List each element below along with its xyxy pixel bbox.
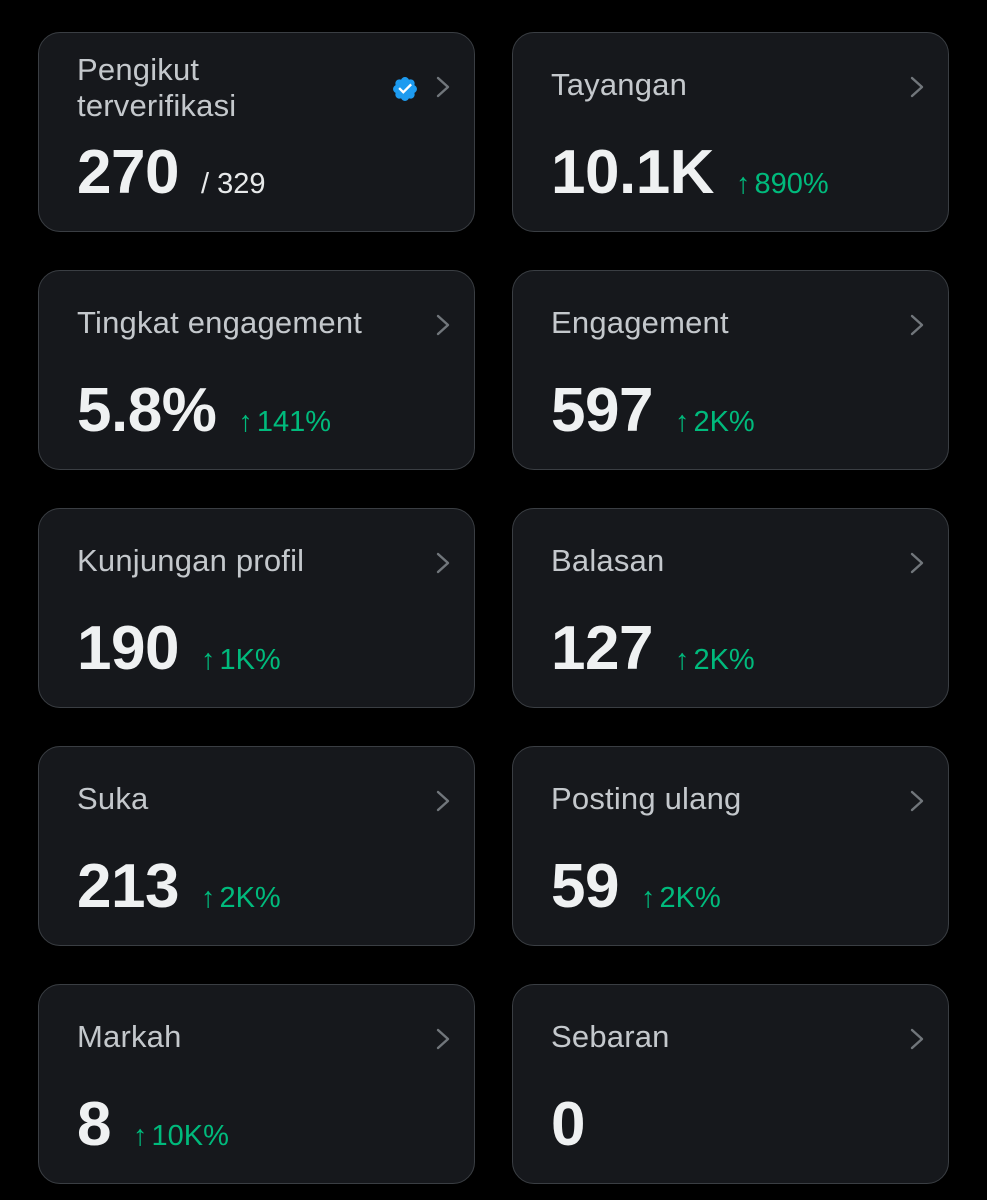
arrow-up-icon: ↑ bbox=[238, 406, 253, 438]
metric-change: ↑ 2K% bbox=[675, 644, 755, 677]
card-title: Pengikut terverifikasi bbox=[77, 52, 237, 123]
metric-value: 59 bbox=[551, 852, 619, 921]
value-row: 213 ↑ 2K% bbox=[77, 852, 281, 922]
card-impressions[interactable]: Tayangan 10.1K ↑ 890% bbox=[512, 32, 949, 232]
card-reposts[interactable]: Posting ulang 59 ↑ 2K% bbox=[512, 746, 949, 946]
value-row: 0 bbox=[551, 1090, 585, 1160]
card-title: Markah bbox=[77, 1019, 182, 1054]
metric-value: 213 bbox=[77, 852, 179, 921]
value-row: 59 ↑ 2K% bbox=[551, 852, 721, 922]
change-value: 2K% bbox=[693, 644, 755, 676]
card-verified-followers[interactable]: Pengikut terverifikasi 270 / 329 bbox=[38, 32, 475, 232]
change-value: 2K% bbox=[219, 882, 281, 914]
card-title: Balasan bbox=[551, 543, 665, 578]
metric-change: ↑ 2K% bbox=[201, 882, 281, 915]
metric-value: 270 bbox=[77, 138, 179, 207]
arrow-up-icon: ↑ bbox=[200, 644, 216, 676]
value-row: 5.8% ↑ 141% bbox=[77, 376, 331, 446]
metric-value: 5.8% bbox=[77, 376, 217, 445]
card-engagement-rate[interactable]: Tingkat engagement 5.8% ↑ 141% bbox=[38, 270, 475, 470]
card-title: Sebaran bbox=[551, 1019, 670, 1054]
metric-change: ↑ 2K% bbox=[675, 406, 755, 439]
verified-badge-icon bbox=[393, 77, 417, 101]
chevron-right-icon bbox=[910, 314, 924, 336]
value-row: 8 ↑ 10K% bbox=[77, 1090, 229, 1160]
chevron-right-icon bbox=[910, 76, 924, 98]
arrow-up-icon: ↑ bbox=[674, 406, 690, 438]
value-row: 10.1K ↑ 890% bbox=[551, 138, 829, 208]
metric-value: 597 bbox=[551, 376, 653, 445]
chevron-right-icon bbox=[436, 1028, 450, 1050]
card-bookmarks[interactable]: Markah 8 ↑ 10K% bbox=[38, 984, 475, 1184]
metric-value: 0 bbox=[551, 1090, 585, 1159]
arrow-up-icon: ↑ bbox=[674, 644, 690, 676]
change-value: 141% bbox=[256, 406, 331, 438]
card-title: Suka bbox=[77, 781, 149, 816]
card-title: Kunjungan profil bbox=[77, 543, 305, 578]
arrow-up-icon: ↑ bbox=[735, 168, 751, 200]
metric-value: 127 bbox=[551, 614, 653, 683]
value-row: 597 ↑ 2K% bbox=[551, 376, 755, 446]
metric-change: ↑ 2K% bbox=[641, 882, 721, 915]
analytics-grid: Pengikut terverifikasi 270 / 329 Tayanga… bbox=[38, 32, 949, 1184]
card-likes[interactable]: Suka 213 ↑ 2K% bbox=[38, 746, 475, 946]
change-value: 890% bbox=[754, 168, 829, 200]
metric-change: ↑ 1K% bbox=[201, 644, 281, 677]
chevron-right-icon bbox=[436, 314, 450, 336]
change-value: 1K% bbox=[219, 644, 281, 676]
metric-total: / 329 bbox=[200, 168, 266, 200]
arrow-up-icon: ↑ bbox=[132, 1120, 148, 1152]
card-shares[interactable]: Sebaran 0 bbox=[512, 984, 949, 1184]
chevron-right-icon bbox=[910, 790, 924, 812]
metric-change: ↑ 141% bbox=[238, 406, 331, 439]
card-engagement[interactable]: Engagement 597 ↑ 2K% bbox=[512, 270, 949, 470]
change-value: 2K% bbox=[693, 406, 755, 438]
metric-value: 10.1K bbox=[551, 138, 714, 207]
chevron-right-icon bbox=[436, 790, 450, 812]
card-replies[interactable]: Balasan 127 ↑ 2K% bbox=[512, 508, 949, 708]
card-title: Engagement bbox=[551, 305, 729, 340]
value-row: 190 ↑ 1K% bbox=[77, 614, 281, 684]
card-title: Posting ulang bbox=[551, 781, 742, 816]
arrow-up-icon: ↑ bbox=[640, 882, 656, 914]
card-title: Tingkat engagement bbox=[77, 305, 363, 340]
arrow-up-icon: ↑ bbox=[200, 882, 216, 914]
metric-value: 190 bbox=[77, 614, 179, 683]
card-profile-visits[interactable]: Kunjungan profil 190 ↑ 1K% bbox=[38, 508, 475, 708]
metric-value: 8 bbox=[77, 1090, 111, 1159]
value-row: 127 ↑ 2K% bbox=[551, 614, 755, 684]
change-value: 10K% bbox=[151, 1120, 229, 1152]
change-value: 2K% bbox=[659, 882, 721, 914]
metric-change: ↑ 890% bbox=[736, 168, 829, 201]
metric-change: ↑ 10K% bbox=[133, 1120, 229, 1153]
chevron-right-icon bbox=[910, 552, 924, 574]
chevron-right-icon bbox=[910, 1028, 924, 1050]
chevron-right-icon bbox=[436, 552, 450, 574]
chevron-right-icon bbox=[436, 76, 450, 98]
value-row: 270 / 329 bbox=[77, 138, 265, 208]
card-title: Tayangan bbox=[551, 67, 688, 102]
